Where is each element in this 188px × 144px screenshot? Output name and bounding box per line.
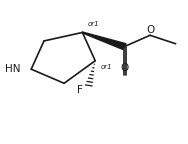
Text: or1: or1 bbox=[101, 64, 112, 70]
Polygon shape bbox=[82, 32, 126, 49]
Text: HN: HN bbox=[5, 64, 20, 74]
Text: F: F bbox=[77, 85, 82, 95]
Text: O: O bbox=[120, 63, 129, 73]
Text: O: O bbox=[146, 25, 154, 35]
Text: or1: or1 bbox=[88, 21, 99, 27]
